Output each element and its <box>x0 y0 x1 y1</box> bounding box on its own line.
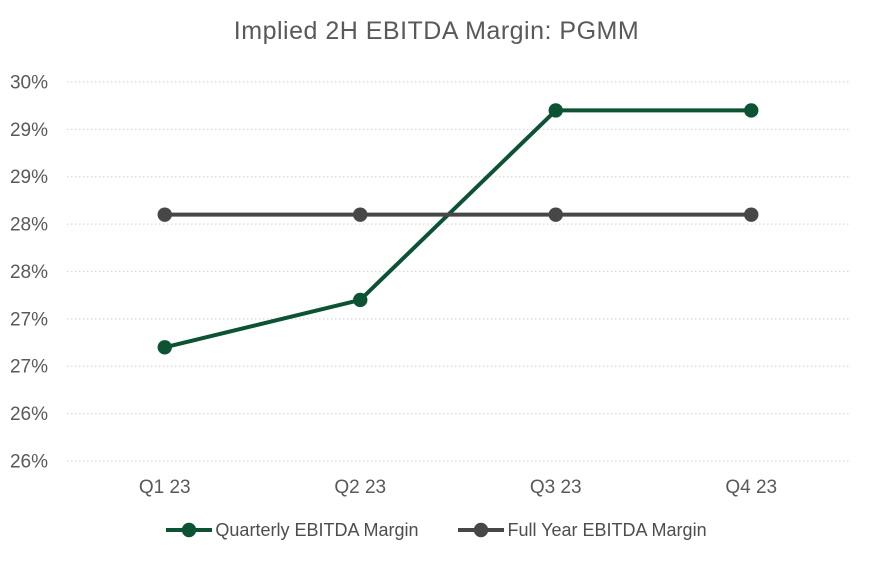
data-point-series1-Q323 <box>548 207 563 222</box>
series-line-0 <box>164 108 752 350</box>
y-axis-tick-label: 28% <box>10 262 48 283</box>
legend: Quarterly EBITDA Margin Full Year EBITDA… <box>0 516 873 544</box>
y-axis-tick-label: 27% <box>10 357 48 378</box>
y-axis-tick-label: 29% <box>10 167 48 188</box>
x-axis-tick-label: Q1 23 <box>139 477 191 498</box>
data-point-series1-Q223 <box>353 207 368 222</box>
legend-item-full-year: Full Year EBITDA Margin <box>458 519 707 541</box>
data-point-series0-Q223 <box>353 292 368 308</box>
legend-label-full-year: Full Year EBITDA Margin <box>507 519 707 540</box>
x-axis-tick-label: Q4 23 <box>725 477 777 498</box>
x-axis-tick-label: Q3 23 <box>530 477 582 498</box>
quarterly-series-marker-icon <box>166 522 213 538</box>
data-point-series0-Q123 <box>157 340 172 355</box>
data-point-series1-Q123 <box>157 207 172 222</box>
y-axis-tick-label: 27% <box>10 309 48 330</box>
y-axis-tick-label: 28% <box>10 215 48 236</box>
data-point-series0-Q323 <box>548 103 563 118</box>
chart-title: Implied 2H EBITDA Margin: PGMM <box>233 17 640 45</box>
x-axis-tick-label: Q2 23 <box>334 477 386 498</box>
y-axis-tick-label: 26% <box>10 404 48 425</box>
legend-label-quarterly: Quarterly EBITDA Margin <box>215 519 419 540</box>
data-point-series1-Q423 <box>744 207 759 222</box>
legend-item-quarterly: Quarterly EBITDA Margin <box>166 520 418 541</box>
y-axis-tick-label: 26% <box>10 451 48 472</box>
data-point-series0-Q423 <box>744 103 759 118</box>
y-axis-tick-label: 29% <box>10 120 48 141</box>
full-year-series-marker-icon <box>458 522 505 538</box>
y-axis-tick-label: 30% <box>10 72 48 93</box>
